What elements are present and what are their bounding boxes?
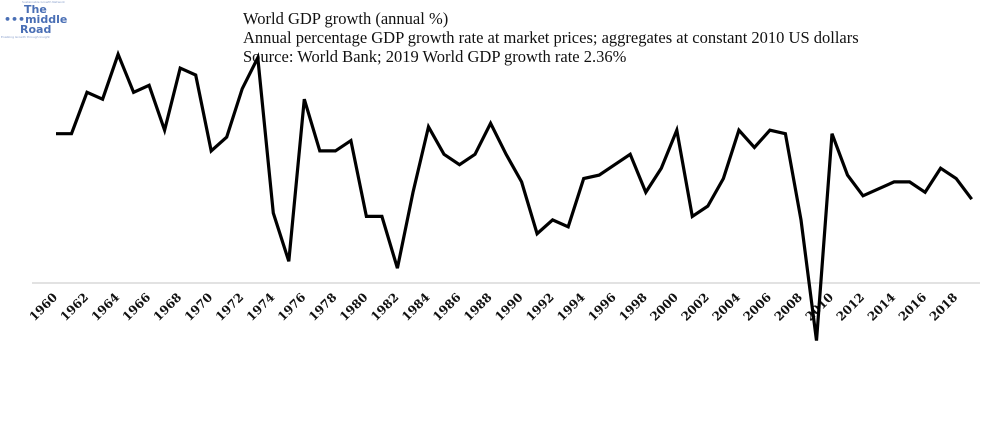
chart-titles: World GDP growth (annual %) Annual perce… <box>243 9 859 66</box>
x-tick-label: 1972 <box>213 290 247 324</box>
x-tick-label: 1960 <box>27 290 61 324</box>
x-tick-label: 1988 <box>461 290 495 324</box>
x-tick-label: 1992 <box>523 290 557 324</box>
chart-subtitle: Annual percentage GDP growth rate at mar… <box>243 28 859 47</box>
logo-tagline: Sustainable Growth Network <box>22 0 65 4</box>
logo-subline: Enabling Growth through Insight <box>1 35 50 39</box>
x-tick-label: 2018 <box>927 290 961 324</box>
x-tick-label: 1998 <box>616 290 650 324</box>
x-tick-label: 1974 <box>244 290 278 324</box>
x-tick-label: 1962 <box>58 290 92 324</box>
x-tick-label: 1984 <box>399 290 433 324</box>
x-tick-label: 2004 <box>709 290 743 324</box>
x-tick-label: 1966 <box>120 290 154 324</box>
x-tick-label: 1978 <box>306 290 340 324</box>
x-tick-label: 1982 <box>368 290 402 324</box>
x-tick-label: 1990 <box>492 290 526 324</box>
x-tick-label: 2002 <box>678 290 712 324</box>
series-line-world-gdp-growth <box>56 49 973 341</box>
x-tick-label: 2016 <box>896 290 930 324</box>
x-tick-label: 1986 <box>430 290 464 324</box>
x-tick-label: 1996 <box>585 290 619 324</box>
x-tick-label: 2008 <box>772 290 806 324</box>
x-tick-label: 2014 <box>865 290 899 324</box>
x-tick-label: 1980 <box>337 290 371 324</box>
x-tick-label: 2006 <box>741 290 775 324</box>
logo: Sustainable Growth Network The •••middle… <box>0 0 70 40</box>
x-tick-label: 1976 <box>275 290 309 324</box>
x-tick-label: 1964 <box>89 290 123 324</box>
chart-source: Source: World Bank; 2019 World GDP growt… <box>243 47 627 66</box>
x-tick-label: 1968 <box>151 290 185 324</box>
logo-line-2: •••middle <box>4 13 68 26</box>
x-tick-label: 1970 <box>182 290 216 324</box>
chart-title: World GDP growth (annual %) <box>243 9 449 28</box>
x-tick-label: 2000 <box>647 290 681 324</box>
logo-line-1: The <box>24 3 47 16</box>
x-tick-label: 2012 <box>834 290 868 324</box>
logo-line-3: Road <box>20 23 52 36</box>
x-tick-label: 1994 <box>554 290 588 324</box>
